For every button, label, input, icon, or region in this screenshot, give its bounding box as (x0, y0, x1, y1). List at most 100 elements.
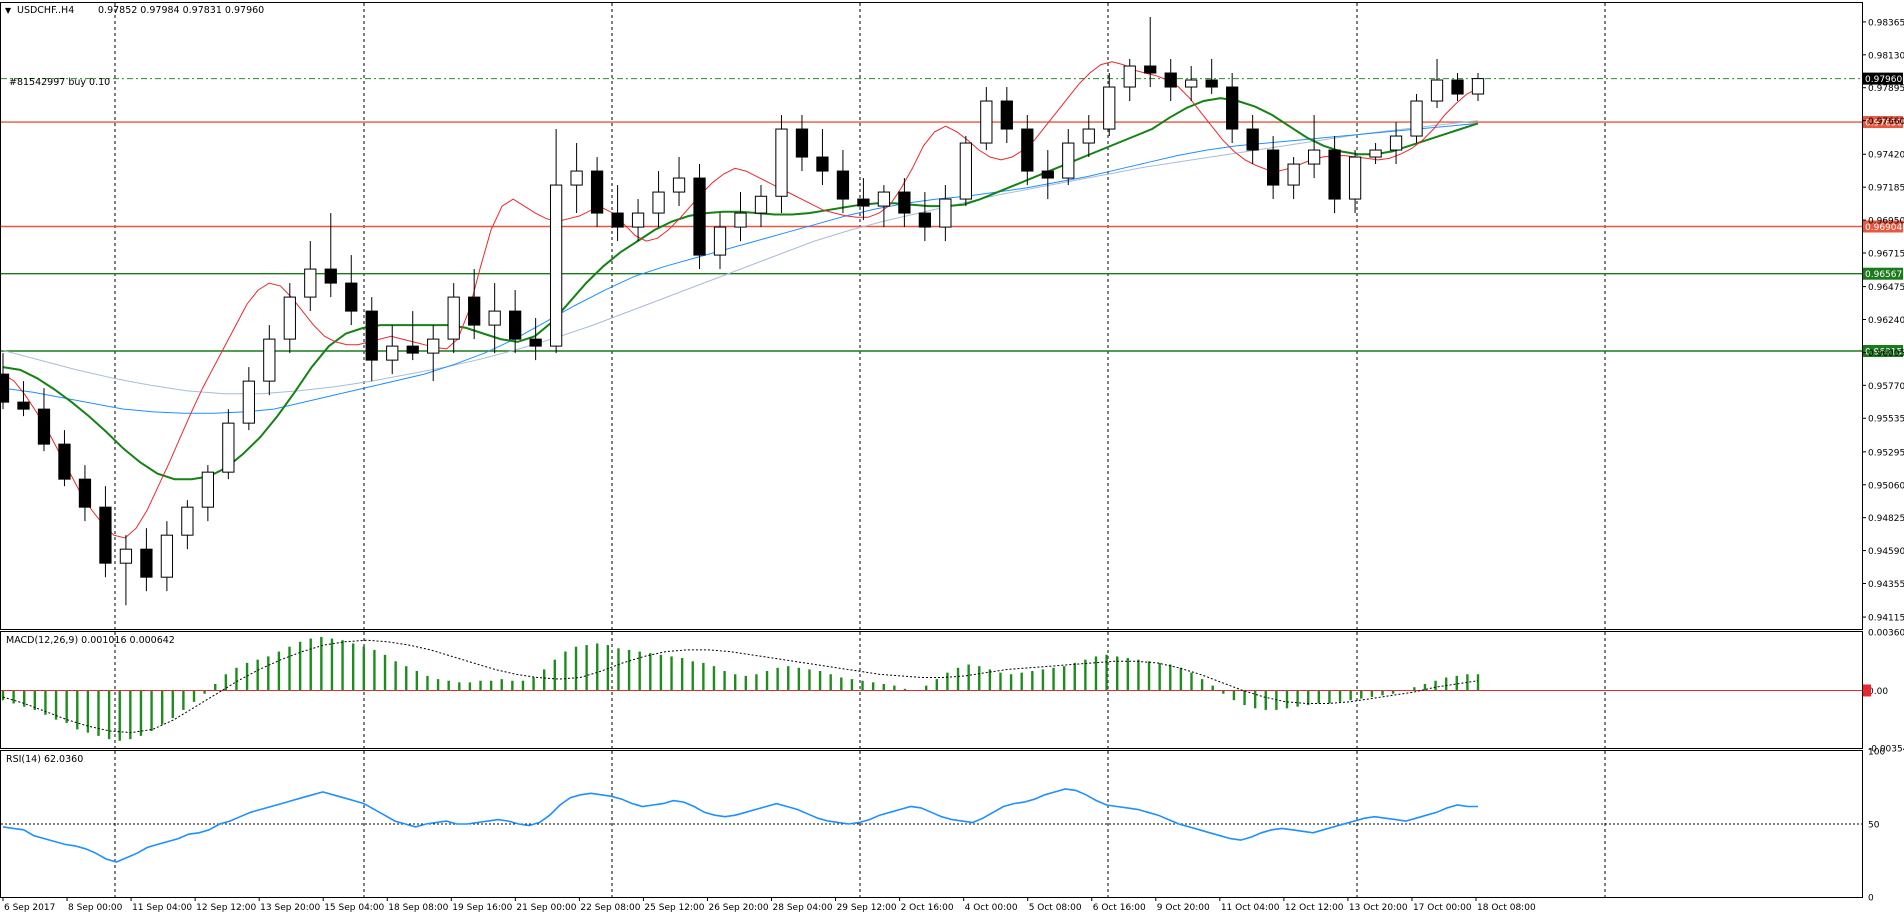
candle-bear (1226, 86, 1239, 130)
candle-bear (345, 282, 358, 312)
time-tick-label: 12 Oct 12:00 (1285, 903, 1344, 913)
price-level-label: 0.97650 (1865, 119, 1902, 129)
candle-bull (980, 100, 993, 144)
candle-bull (1369, 149, 1382, 158)
main-price-panel[interactable] (0, 2, 1863, 630)
candle-bull (1389, 135, 1403, 151)
price-tick-label: 0.94590 (1868, 547, 1904, 557)
candle-bull (631, 212, 645, 228)
price-level-label: 0.96567 (1865, 270, 1902, 280)
macd-tick-label: 0.00 (1868, 687, 1888, 697)
time-tick-label: 8 Sep 00:00 (68, 903, 123, 913)
price-tick-label: 0.96240 (1868, 316, 1904, 326)
price-tick-label: 0.97660 (1868, 117, 1904, 127)
price-tick-label: 0.98130 (1868, 51, 1904, 61)
price-tick-label: 0.94825 (1868, 514, 1904, 524)
time-tick-label: 21 Sep 00:00 (516, 903, 576, 913)
candle-bull (447, 296, 460, 340)
time-tick-label: 17 Oct 00:00 (1413, 903, 1472, 913)
candle-bull (1307, 149, 1321, 165)
candle-bear (99, 506, 112, 564)
time-tick-label: 13 Oct 20:00 (1349, 903, 1408, 913)
candle-bear (1041, 170, 1054, 179)
candle-bear (1000, 100, 1013, 130)
price-level-label: 0.97960 (1865, 75, 1902, 85)
candle-bull (713, 226, 727, 256)
price-level-tag (1863, 345, 1903, 358)
rsi-line (2, 788, 1478, 863)
rsi-panel[interactable] (0, 750, 1863, 898)
candle-bull (734, 212, 747, 228)
candle-bull (1430, 79, 1444, 102)
candle-bear (509, 310, 522, 340)
candle-bull (1062, 142, 1075, 179)
candle-bull (263, 338, 276, 382)
symbol-dropdown-icon[interactable]: ▼ (5, 6, 12, 15)
candle-bull (386, 345, 399, 361)
price-tick-label: 0.97420 (1868, 151, 1904, 161)
candle-bull (222, 422, 235, 473)
price-level-tag (1863, 116, 1903, 129)
rsi-tick-label: 0 (1868, 894, 1874, 904)
price-tick-label: 0.98365 (1868, 18, 1904, 28)
macd-signal-line (2, 639, 1479, 734)
candle-bear (918, 212, 932, 228)
price-tick-label: 0.94355 (1868, 580, 1904, 590)
time-tick-label: 19 Sep 16:00 (452, 903, 512, 913)
candle-bear (529, 338, 542, 347)
ma-red-line (2, 61, 1479, 539)
price-tick-label: 0.95295 (1868, 448, 1904, 458)
candle-bear (140, 548, 153, 578)
candle-bear (365, 310, 378, 361)
price-tick-label: 0.94115 (1868, 614, 1904, 624)
candle-bull (549, 184, 563, 347)
candle-bull (304, 268, 317, 298)
rsi-tick-label: 50 (1868, 821, 1880, 831)
time-tick-label: 29 Sep 12:00 (837, 903, 897, 913)
candle-bull (1082, 128, 1095, 144)
candle-bull (1471, 78, 1485, 95)
time-tick-label: 25 Sep 12:00 (644, 903, 704, 913)
candle-bull (488, 310, 501, 326)
candle-bear (590, 170, 604, 214)
time-tick-label: 28 Sep 04:00 (773, 903, 833, 913)
candle-bear (898, 191, 911, 214)
candle-bull (160, 534, 174, 578)
candle-bull (672, 177, 686, 193)
time-tick-label: 26 Sep 20:00 (708, 903, 768, 913)
time-tick-label: 13 Sep 20:00 (260, 903, 320, 913)
candlesticks (0, 17, 1485, 606)
candle-bull (652, 191, 665, 214)
candle-bear (0, 373, 10, 403)
price-tick-label: 0.95770 (1868, 382, 1904, 392)
candle-bull (1123, 65, 1136, 88)
candle-bull (570, 170, 583, 186)
price-level-label: 0.96904 (1865, 223, 1902, 233)
macd-tick-label: -0.003547 (1868, 745, 1904, 755)
macd-tick-label: 0.003606 (1868, 629, 1904, 639)
candle-bear (324, 268, 337, 284)
candle-bull (283, 296, 296, 340)
time-tick-label: 9 Oct 20:00 (1157, 903, 1210, 913)
price-levels: 0.97960 0.97650 0.96904 0.96567 0.96015 (1, 72, 1903, 358)
ohlc-readout: 0.97852 0.97984 0.97831 0.97960 (98, 5, 264, 16)
price-tick-label: 0.96950 (1868, 217, 1904, 227)
candle-bull (754, 195, 768, 214)
candle-bull (1185, 79, 1198, 88)
price-tick-label: 0.96715 (1868, 249, 1904, 259)
price-tick-label: 0.97895 (1868, 84, 1904, 94)
candle-bear (857, 198, 870, 207)
candle-bear (693, 177, 706, 256)
price-level-tag (1863, 267, 1903, 280)
macd-zero-tag (1863, 684, 1871, 697)
time-tick-label: 11 Oct 04:00 (1221, 903, 1280, 913)
candle-bear (1144, 65, 1157, 74)
candle-bear (78, 478, 92, 508)
symbol-label: USDCHF..H4 (17, 5, 74, 16)
candle-bull (242, 380, 255, 424)
candle-bull (181, 506, 194, 536)
candle-bull (1348, 156, 1362, 200)
price-axis: 0.98365 0.98130 0.97895 0.97660 0.97420 0.971… (1862, 18, 1904, 624)
